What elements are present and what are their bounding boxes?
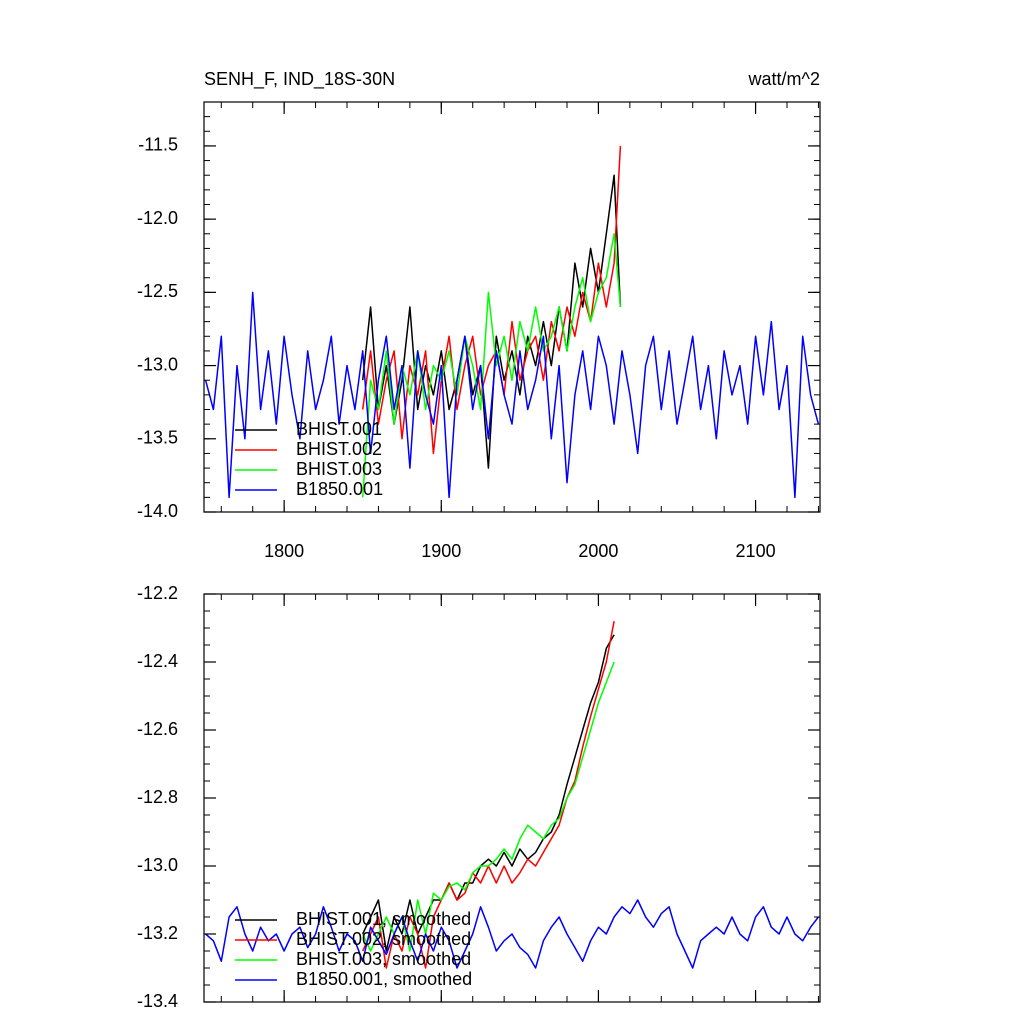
y-tick-label: -12.8 <box>137 787 178 807</box>
legend-label: BHIST.002 <box>296 439 382 459</box>
legend-label: BHIST.003, smoothed <box>296 949 471 969</box>
x-tick-label: 2100 <box>736 541 776 561</box>
legend-label: BHIST.002, smoothed <box>296 929 471 949</box>
y-tick-label: -12.0 <box>137 208 178 228</box>
legend-label: B1850.001 <box>296 479 383 499</box>
data-line <box>362 661 615 952</box>
data-line <box>204 291 820 499</box>
chart-title: SENH_F, IND_18S-30N <box>204 69 395 90</box>
data-line <box>362 634 615 952</box>
x-tick-label: 1800 <box>264 541 304 561</box>
legend-label: BHIST.001, smoothed <box>296 909 471 929</box>
y-tick-label: -13.4 <box>137 991 178 1011</box>
legend-label: BHIST.003 <box>296 459 382 479</box>
legend-label: B1850.001, smoothed <box>296 969 472 989</box>
y-tick-label: -13.5 <box>137 428 178 448</box>
y-tick-label: -13.0 <box>137 855 178 875</box>
x-tick-label: 2000 <box>578 541 618 561</box>
y-tick-label: -11.5 <box>138 135 178 155</box>
data-line <box>205 899 819 969</box>
y-tick-label: -13.2 <box>137 923 178 943</box>
units-label: watt/m^2 <box>748 69 820 89</box>
legend-label: BHIST.001 <box>296 419 382 439</box>
y-tick-label: -12.4 <box>137 651 178 671</box>
data-line <box>361 233 622 498</box>
y-tick-label: -13.0 <box>137 354 178 374</box>
x-tick-label: 1900 <box>421 541 461 561</box>
y-tick-label: -12.2 <box>137 583 178 603</box>
y-tick-label: -14.0 <box>137 501 178 521</box>
y-tick-label: -12.6 <box>137 719 178 739</box>
y-tick-label: -12.5 <box>137 281 178 301</box>
data-line <box>361 145 622 455</box>
